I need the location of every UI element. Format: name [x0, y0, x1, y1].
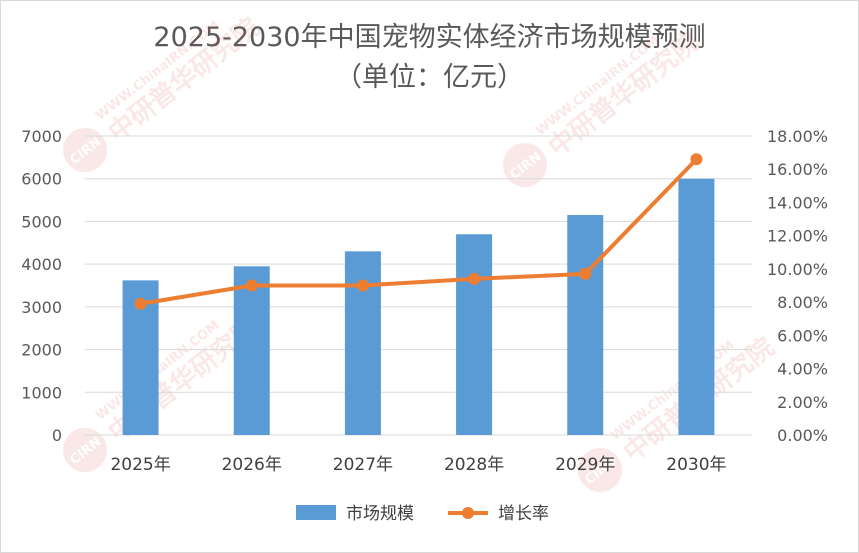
category-label: 2025年 — [110, 455, 170, 475]
bar — [567, 215, 604, 435]
left-tick-label: 0 — [52, 426, 62, 445]
line-series — [134, 153, 703, 310]
right-tick-label: 16.00% — [767, 160, 828, 179]
chart-title: 2025-2030年中国宠物实体经济市场规模预测 — [153, 22, 706, 53]
right-tick-label: 14.00% — [767, 193, 828, 212]
left-tick-label: 1000 — [21, 383, 62, 402]
left-tick-label: 7000 — [21, 127, 62, 146]
line-point — [245, 279, 258, 292]
right-tick-label: 0.00% — [777, 426, 828, 445]
left-tick-label: 6000 — [21, 170, 62, 189]
category-label: 2026年 — [222, 455, 282, 475]
right-tick-label: 4.00% — [777, 360, 828, 379]
legend-line-label: 增长率 — [498, 504, 549, 524]
category-label: 2028年 — [444, 455, 504, 475]
legend-line-marker — [462, 507, 474, 519]
watermark-logo-icon — [578, 448, 622, 492]
right-axis-ticks: 0.00% 2.00% 4.00% 6.00% 8.00% 10.00% 12.00% 14.… — [767, 127, 828, 445]
left-tick-label: 2000 — [21, 341, 62, 360]
watermark-logo-icon — [63, 428, 107, 472]
bar — [456, 234, 493, 435]
chart-subtitle: （单位：亿元） — [335, 62, 524, 93]
line-point — [690, 153, 703, 166]
bar — [344, 251, 381, 435]
line-point — [134, 297, 147, 310]
right-tick-label: 8.00% — [777, 293, 828, 312]
right-tick-label: 12.00% — [767, 227, 828, 246]
growth-line — [138, 157, 699, 306]
line-point — [579, 267, 592, 280]
category-label: 2030年 — [666, 455, 726, 475]
left-tick-label: 3000 — [21, 298, 62, 317]
legend-bar-swatch — [296, 505, 336, 520]
legend: 市场规模 增长率 — [296, 504, 549, 524]
right-tick-label: 18.00% — [767, 127, 828, 146]
bar — [233, 266, 270, 435]
right-tick-label: 6.00% — [777, 326, 828, 345]
category-label: 2029年 — [555, 455, 615, 475]
gridlines — [85, 135, 752, 436]
line-point — [356, 279, 369, 292]
watermark-brand: 中研普华研究院 — [102, 12, 265, 148]
left-tick-label: 5000 — [21, 212, 62, 231]
watermark-brand: 中研普华研究院 — [542, 27, 705, 163]
line-point — [468, 272, 481, 285]
legend-bar-label: 市场规模 — [346, 504, 414, 524]
left-tick-label: 4000 — [21, 255, 62, 274]
watermark-logo-icon — [503, 143, 547, 187]
bar — [678, 178, 715, 435]
category-axis-labels: 2025年 2026年 2027年 2028年 2029年 2030年 — [110, 455, 726, 475]
category-label: 2027年 — [333, 455, 393, 475]
right-tick-label: 2.00% — [777, 393, 828, 412]
watermark-logo-icon — [63, 128, 107, 172]
left-axis-ticks: 0 1000 2000 3000 4000 5000 6000 7000 — [21, 127, 62, 445]
right-tick-label: 10.00% — [767, 260, 828, 279]
